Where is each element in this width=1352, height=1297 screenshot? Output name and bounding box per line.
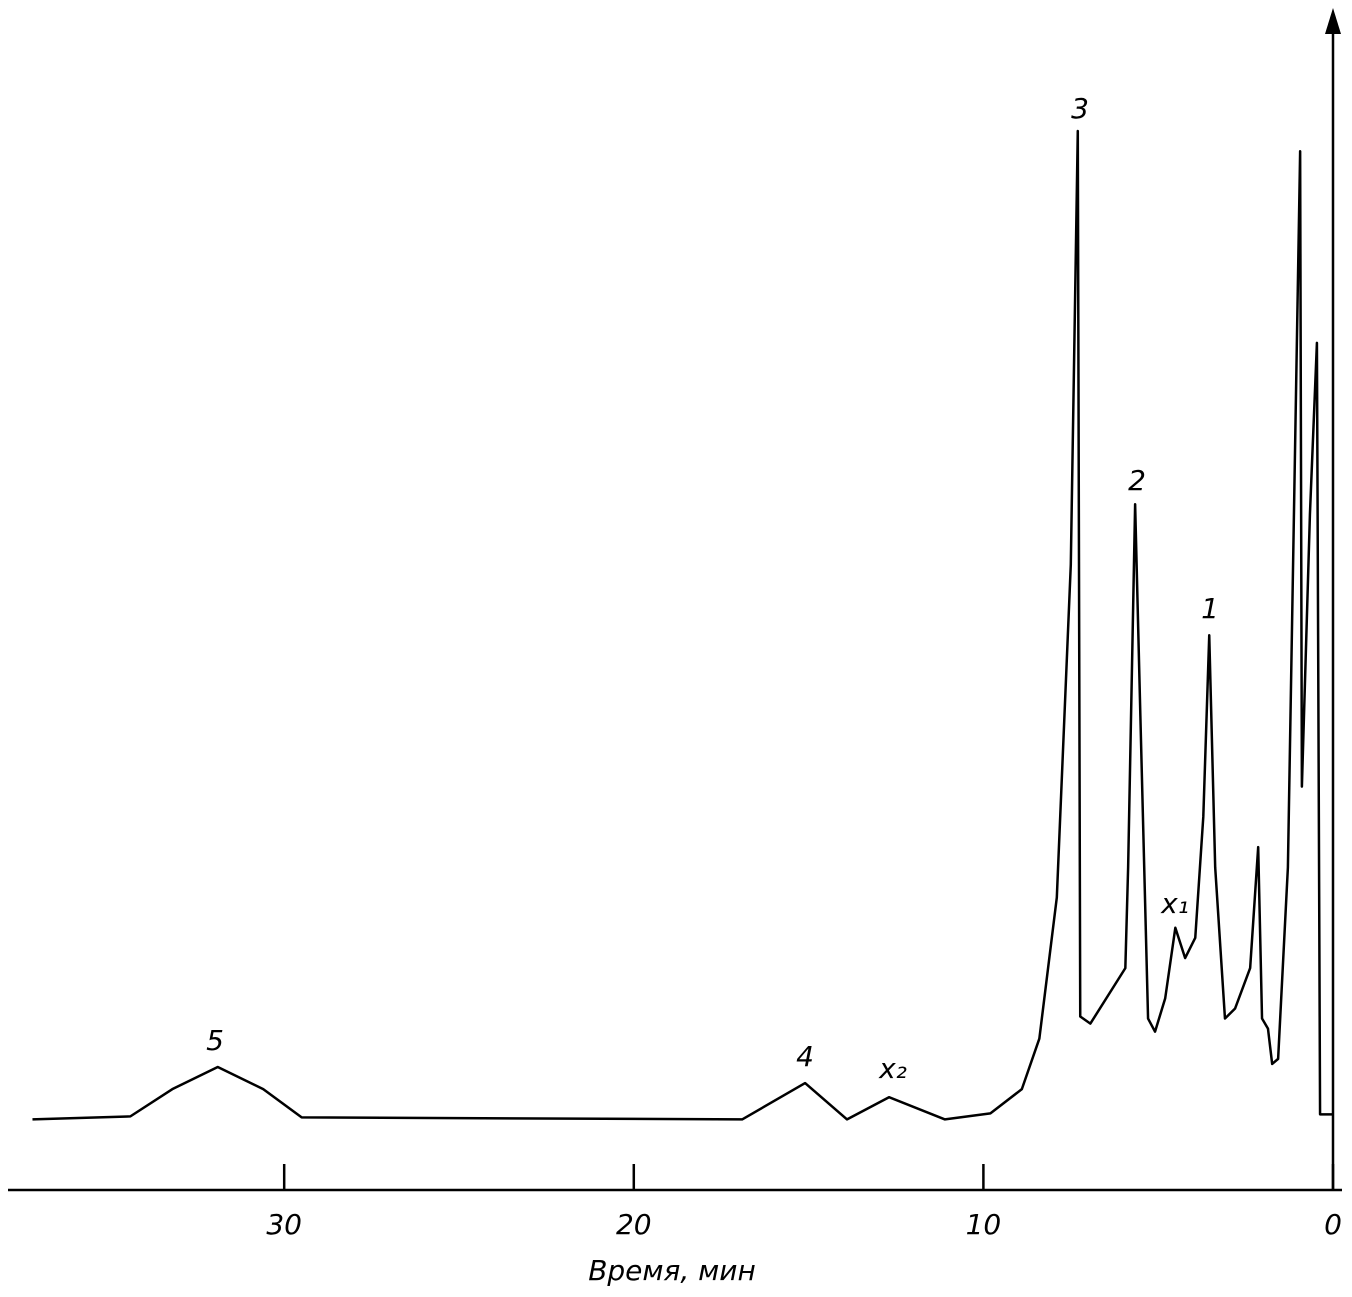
x-tick-label: 30 [266, 1208, 302, 1241]
y-axis-arrow [1325, 8, 1341, 34]
peak-label: 5 [206, 1024, 224, 1057]
peak-label: x₁ [1160, 887, 1189, 920]
peak-label: 1 [1201, 592, 1219, 625]
x-tick-label: 0 [1324, 1208, 1342, 1241]
chromatogram-line [32, 129, 1333, 1121]
peak-label: x₂ [878, 1052, 907, 1085]
x-tick-label: 20 [616, 1208, 652, 1241]
peak-label: 2 [1128, 464, 1146, 497]
peak-label: 4 [796, 1040, 814, 1073]
x-tick-label: 10 [966, 1208, 1002, 1241]
peak-label: 3 [1071, 92, 1089, 125]
x-axis-label: Время, мин [588, 1254, 756, 1287]
